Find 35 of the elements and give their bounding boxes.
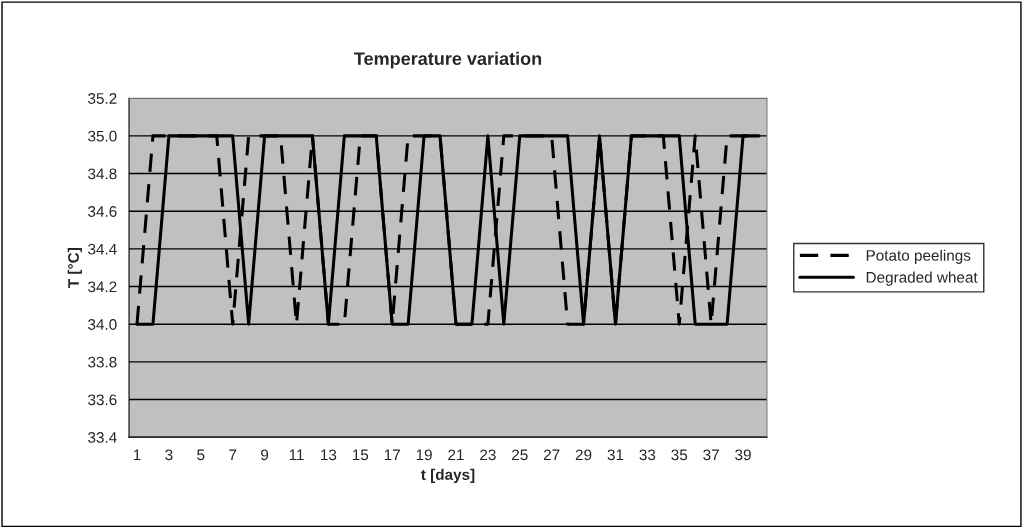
x-tick-label: 17 [384, 449, 400, 461]
x-tick-label: 5 [197, 449, 205, 461]
y-tick-label: 33.4 [88, 432, 117, 443]
x-tick-label: 3 [165, 449, 173, 461]
y-tick-label: 35.2 [88, 93, 117, 104]
x-tick-label: 39 [735, 449, 751, 461]
x-tick-label: 25 [512, 449, 528, 461]
x-tick-label: 23 [480, 449, 496, 461]
y-tick-label: 34.6 [88, 206, 117, 217]
y-tick-label: 34.8 [88, 168, 117, 180]
x-axis-title: t [days] [421, 468, 475, 484]
x-tick-label: 29 [575, 449, 592, 461]
legend-label: Degraded wheat [866, 271, 978, 286]
x-tick-label: 9 [261, 449, 269, 461]
chart-title: Temperature variation [354, 51, 542, 69]
y-tick-label: 34.2 [88, 281, 117, 293]
x-tick-label: 15 [352, 449, 369, 461]
x-tick-label: 27 [543, 449, 560, 461]
legend-label: Potato peelings [866, 249, 971, 264]
y-axis-title: T [°C] [67, 248, 82, 288]
x-tick-label: 33 [639, 449, 656, 461]
y-tick-label: 34.0 [88, 319, 117, 330]
x-tick-label: 21 [448, 449, 464, 461]
y-tick-label: 35.0 [88, 130, 117, 142]
y-tick-label: 34.4 [88, 243, 117, 255]
x-tick-label: 31 [607, 449, 624, 461]
y-tick-label: 33.6 [88, 394, 117, 406]
x-tick-label: 37 [703, 449, 719, 461]
x-tick-label: 13 [321, 449, 337, 461]
x-tick-label: 1 [133, 449, 141, 461]
x-tick-label: 7 [229, 449, 237, 461]
x-tick-label: 11 [289, 449, 304, 461]
x-tick-label: 19 [416, 449, 432, 461]
y-tick-label: 33.8 [88, 356, 117, 368]
x-tick-label: 35 [671, 449, 688, 461]
